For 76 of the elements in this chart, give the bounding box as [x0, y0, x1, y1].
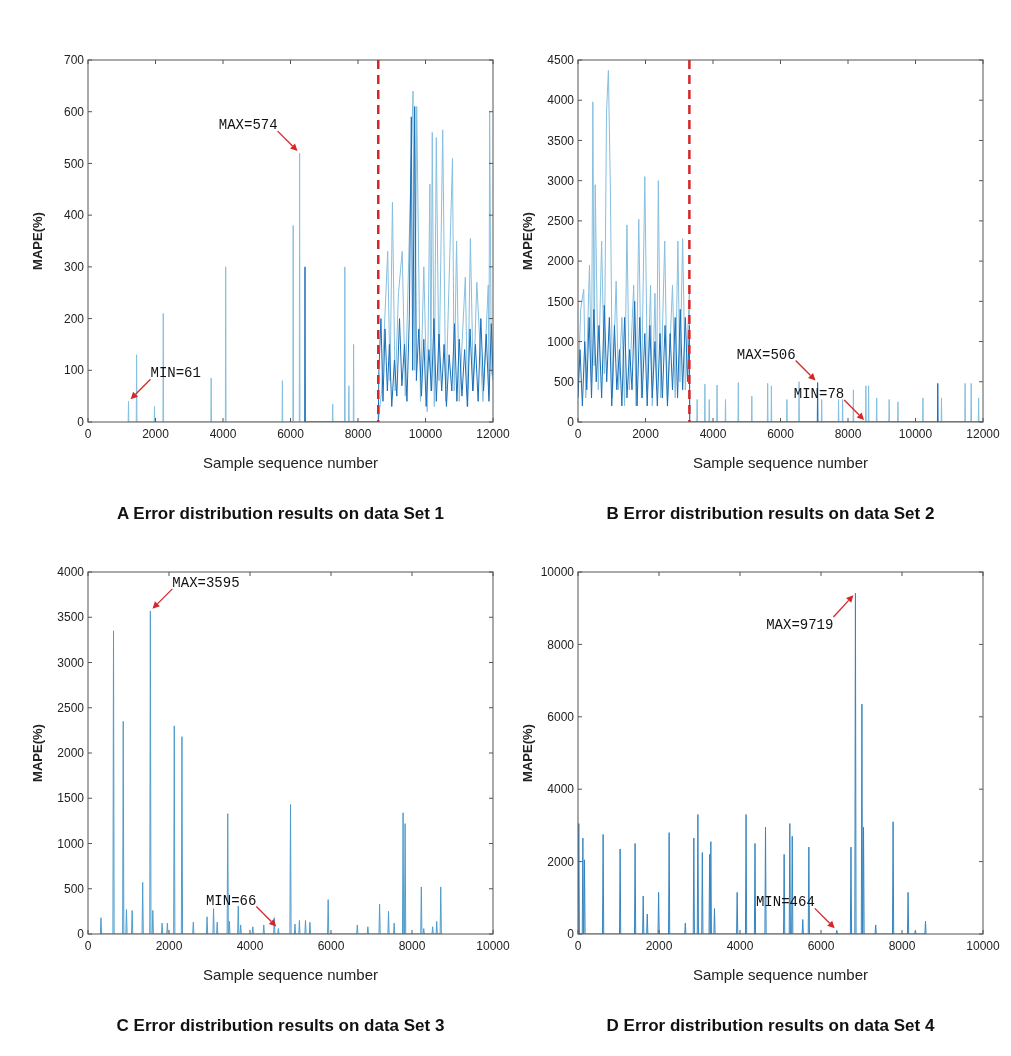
x-tick-label: 2000: [142, 427, 170, 441]
x-axis-title: Sample sequence number: [202, 454, 379, 471]
y-tick-label: 500: [63, 156, 85, 171]
line-series: [578, 592, 927, 934]
x-tick-label: 4000: [699, 427, 727, 441]
x-axis-title: Sample sequence number: [692, 966, 869, 983]
annotation: MAX=9719: [766, 617, 834, 633]
y-tick-label: 10000: [540, 565, 575, 580]
y-tick-label: 3500: [57, 610, 85, 625]
x-tick-label: 4000: [209, 427, 237, 441]
x-tick-label: 2000: [645, 939, 673, 953]
y-tick-label: 2000: [57, 746, 85, 761]
x-tick-label: 12000: [476, 427, 511, 441]
y-axis-title: MAPE(%): [30, 724, 45, 782]
y-tick-label: 2500: [547, 214, 575, 229]
y-tick-label: 0: [77, 415, 85, 430]
line-series: [304, 106, 493, 422]
y-tick-label: 200: [63, 311, 85, 326]
y-tick-label: 2500: [57, 700, 85, 715]
x-tick-label: 2000: [632, 427, 660, 441]
x-tick-label: 2000: [155, 939, 183, 953]
y-tick-label: 2000: [547, 254, 575, 269]
x-tick-label: 8000: [834, 427, 862, 441]
text: A Error distribution results on data Set 1: [116, 504, 445, 523]
annotation: MAX=3595: [172, 574, 240, 591]
y-tick-label: 6000: [547, 710, 575, 724]
y-tick-label: 500: [63, 881, 85, 896]
x-axis-title: Sample sequence number: [202, 966, 379, 983]
x-tick-label: 10000: [966, 939, 1001, 953]
y-tick-label: 4500: [547, 53, 575, 68]
annotation: MIN=61: [150, 365, 201, 382]
y-tick-label: 4000: [547, 782, 575, 797]
y-tick-label: 8000: [547, 637, 575, 652]
x-tick-label: 8000: [888, 939, 916, 953]
x-tick-label: 4000: [236, 939, 264, 953]
x-tick-label: 6000: [807, 939, 835, 953]
x-tick-label: 10000: [408, 427, 443, 441]
x-tick-label: 4000: [726, 939, 754, 953]
y-tick-label: 0: [567, 927, 575, 942]
y-tick-label: 0: [567, 415, 575, 430]
y-tick-label: 600: [63, 104, 85, 119]
x-tick-label: 10000: [476, 939, 511, 953]
y-tick-label: 1000: [547, 334, 575, 349]
x-tick-label: 8000: [344, 427, 372, 441]
y-tick-label: 1500: [57, 791, 85, 806]
y-tick-label: 400: [63, 208, 85, 223]
y-tick-label: 500: [553, 374, 575, 389]
y-tick-label: 3500: [547, 133, 575, 148]
y-axis-title: MAPE(%): [520, 212, 535, 270]
y-tick-label: 1000: [57, 836, 85, 851]
x-tick-label: 10000: [898, 427, 933, 441]
y-tick-label: 1500: [547, 294, 575, 309]
annotation: MAX=506: [736, 346, 796, 363]
text: C Error distribution results on data Set 3: [116, 1016, 445, 1035]
y-axis-title: MAPE(%): [520, 724, 535, 782]
y-tick-label: 300: [63, 260, 85, 275]
y-tick-label: 4000: [57, 565, 85, 580]
text: D Error distribution results on data Set 4: [606, 1016, 935, 1035]
x-tick-label: 6000: [767, 427, 795, 441]
x-tick-label: 6000: [277, 427, 305, 441]
y-tick-label: 100: [63, 363, 85, 378]
x-axis-title: Sample sequence number: [692, 454, 869, 471]
text: B Error distribution results on data Set 2: [606, 504, 935, 523]
y-tick-label: 0: [77, 927, 85, 942]
y-tick-label: 4000: [547, 93, 575, 108]
x-tick-label: 6000: [317, 939, 345, 953]
y-tick-label: 3000: [57, 655, 85, 670]
y-tick-label: 700: [63, 53, 85, 68]
x-tick-label: 8000: [398, 939, 426, 953]
line-series: [578, 69, 983, 422]
y-axis-title: MAPE(%): [30, 212, 45, 270]
annotation: MAX=574: [218, 117, 278, 134]
line-series: [127, 90, 493, 422]
y-tick-label: 2000: [547, 854, 575, 869]
x-tick-label: 12000: [966, 427, 1001, 441]
y-tick-label: 3000: [547, 173, 575, 188]
